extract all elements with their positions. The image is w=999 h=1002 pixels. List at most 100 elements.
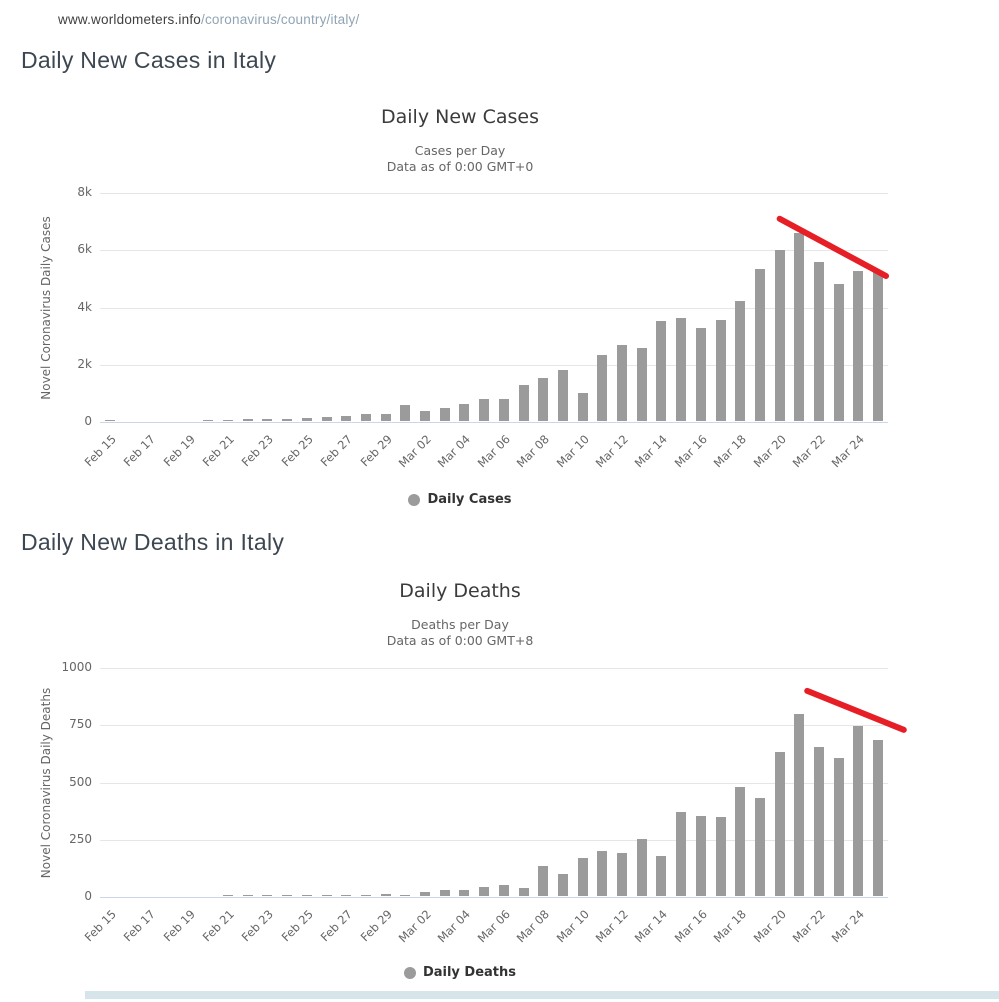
bar-mar-22[interactable] — [814, 746, 825, 896]
page-url[interactable]: www.worldometers.info/coronavirus/countr… — [58, 12, 359, 27]
bar-feb-22[interactable] — [242, 895, 253, 896]
bar-mar-10[interactable] — [577, 393, 588, 421]
url-domain: www.worldometers.info — [58, 12, 201, 27]
bar-mar-24[interactable] — [853, 725, 864, 896]
chart-subtitle-line2: Data as of 0:00 GMT+0 — [386, 159, 534, 174]
legend-label: Daily Cases — [427, 492, 512, 507]
bar-mar-06[interactable] — [498, 884, 509, 896]
gridline — [100, 668, 888, 669]
url-path: /coronavirus/country/italy/ — [201, 12, 360, 27]
bar-mar-02[interactable] — [420, 891, 431, 896]
bar-feb-25[interactable] — [301, 895, 312, 896]
bar-mar-14[interactable] — [656, 320, 667, 421]
bar-mar-16[interactable] — [695, 816, 706, 896]
bar-mar-15[interactable] — [676, 811, 687, 896]
chart-subtitle: Cases per Day Data as of 0:00 GMT+0 — [0, 143, 920, 175]
bar-mar-09[interactable] — [557, 369, 568, 421]
bar-mar-21[interactable] — [794, 233, 805, 421]
bar-feb-21[interactable] — [223, 420, 234, 421]
bar-mar-17[interactable] — [715, 817, 726, 896]
bar-feb-28[interactable] — [360, 895, 371, 896]
bar-mar-20[interactable] — [774, 752, 785, 896]
bar-mar-07[interactable] — [518, 385, 529, 421]
bar-feb-23[interactable] — [262, 418, 273, 421]
gridline — [100, 839, 888, 841]
bar-mar-06[interactable] — [498, 398, 509, 421]
bar-feb-27[interactable] — [341, 415, 352, 421]
bar-mar-01[interactable] — [400, 894, 411, 896]
bar-mar-05[interactable] — [479, 886, 490, 896]
bar-mar-24[interactable] — [853, 270, 864, 421]
bar-mar-13[interactable] — [636, 838, 647, 896]
bar-mar-21[interactable] — [794, 714, 805, 896]
bar-mar-02[interactable] — [420, 411, 431, 421]
chart-subtitle-line1: Deaths per Day — [411, 617, 509, 632]
bar-mar-03[interactable] — [439, 407, 450, 421]
bar-mar-08[interactable] — [538, 378, 549, 421]
bar-mar-12[interactable] — [617, 345, 628, 421]
bar-feb-20[interactable] — [203, 420, 214, 421]
y-tick-label: 250 — [69, 831, 92, 846]
y-tick-label: 0 — [84, 889, 92, 903]
chart-subtitle-line1: Cases per Day — [414, 143, 506, 158]
gridline — [100, 193, 888, 194]
y-tick-label: 750 — [69, 717, 92, 732]
bar-mar-11[interactable] — [597, 354, 608, 421]
deaths-legend-item[interactable]: Daily Deaths — [0, 965, 920, 980]
bar-feb-15[interactable] — [104, 420, 115, 421]
bar-mar-14[interactable] — [656, 855, 667, 896]
bar-mar-20[interactable] — [774, 249, 785, 421]
x-axis-line — [100, 897, 888, 898]
bar-mar-08[interactable] — [538, 865, 549, 896]
bar-mar-15[interactable] — [676, 318, 687, 421]
bar-mar-17[interactable] — [715, 320, 726, 421]
chart-subtitle: Deaths per Day Data as of 0:00 GMT+8 — [0, 617, 920, 649]
bar-mar-19[interactable] — [754, 268, 765, 421]
bar-mar-12[interactable] — [617, 852, 628, 896]
bar-mar-11[interactable] — [597, 851, 608, 896]
gridline — [100, 307, 888, 309]
bar-feb-24[interactable] — [282, 418, 293, 421]
bar-mar-19[interactable] — [754, 798, 765, 896]
bar-feb-24[interactable] — [282, 895, 293, 896]
bar-feb-28[interactable] — [360, 414, 371, 421]
bar-mar-03[interactable] — [439, 889, 450, 896]
bottom-partial-element — [85, 991, 999, 999]
bar-feb-29[interactable] — [380, 414, 391, 421]
bar-mar-25[interactable] — [873, 739, 884, 896]
bar-mar-18[interactable] — [735, 787, 746, 896]
bar-mar-16[interactable] — [695, 328, 706, 421]
deaths-plot-area: 0 250 500 750 1000 Novel Coronavirus Daily De… — [39, 660, 907, 945]
bar-feb-25[interactable] — [301, 418, 312, 421]
bar-feb-22[interactable] — [242, 419, 253, 421]
bar-feb-26[interactable] — [321, 416, 332, 421]
bar-mar-09[interactable] — [557, 873, 568, 896]
legend-marker-icon — [408, 493, 421, 506]
bar-feb-23[interactable] — [262, 895, 273, 896]
bar-feb-26[interactable] — [321, 895, 332, 896]
bar-mar-01[interactable] — [400, 404, 411, 421]
bar-mar-22[interactable] — [814, 261, 825, 421]
y-tick-label: 8k — [77, 185, 92, 199]
chart-subtitle-line2: Data as of 0:00 GMT+8 — [386, 633, 534, 648]
bar-mar-10[interactable] — [577, 857, 588, 896]
bar-feb-21[interactable] — [223, 895, 234, 896]
bar-mar-05[interactable] — [479, 399, 490, 421]
y-tick-label: 0 — [84, 414, 92, 428]
gridline — [100, 364, 888, 366]
bar-mar-04[interactable] — [459, 889, 470, 896]
bar-mar-25[interactable] — [873, 271, 884, 421]
bar-mar-07[interactable] — [518, 887, 529, 896]
bar-mar-13[interactable] — [636, 348, 647, 421]
section-title-daily-new-deaths: Daily New Deaths in Italy — [21, 529, 285, 555]
bar-mar-18[interactable] — [735, 300, 746, 421]
bar-feb-27[interactable] — [341, 894, 352, 896]
bar-mar-23[interactable] — [833, 283, 844, 421]
bar-mar-23[interactable] — [833, 758, 844, 896]
chart-title: Daily New Cases — [381, 106, 539, 128]
y-axis-title: Novel Coronavirus Daily Deaths — [39, 687, 53, 878]
y-tick-label: 1000 — [61, 660, 92, 674]
cases-legend-item[interactable]: Daily Cases — [0, 492, 920, 507]
bar-mar-04[interactable] — [459, 404, 470, 421]
bar-feb-29[interactable] — [380, 894, 391, 896]
